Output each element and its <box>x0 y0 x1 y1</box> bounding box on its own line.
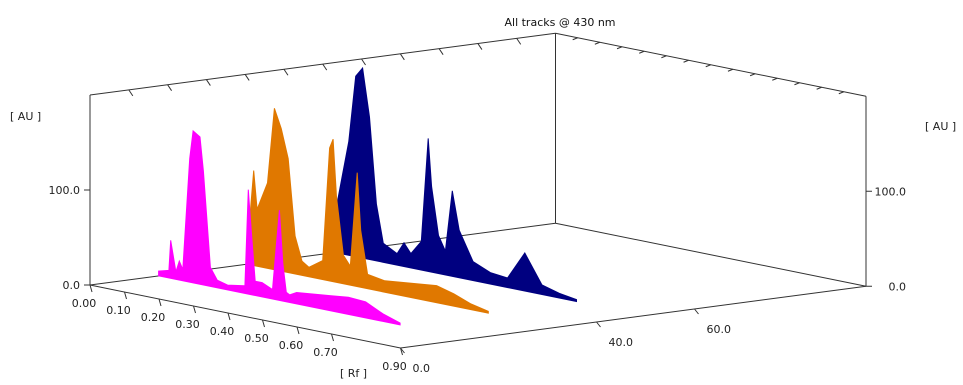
top-back-tick <box>838 91 845 95</box>
top-left-tick <box>322 63 328 71</box>
x-tick-label: 0.40 <box>210 325 235 338</box>
top-back-tick <box>727 68 734 72</box>
x-tick-label: 0.00 <box>72 297 97 310</box>
top-back-tick <box>816 86 822 90</box>
depth-tick <box>596 321 601 328</box>
top-left-tick <box>205 79 211 86</box>
top-back-tick <box>683 59 689 63</box>
top-left-tick <box>399 53 405 61</box>
depth-axis-line <box>400 285 867 349</box>
top-left-tick <box>244 74 250 81</box>
top-back-tick <box>749 73 756 77</box>
top-left-tick <box>477 43 483 50</box>
x-tick <box>227 312 231 321</box>
depth-tick-label: 40.0 <box>609 336 634 349</box>
x-tick <box>331 333 334 342</box>
y-unit-label-left: [ AU ] <box>10 110 41 123</box>
y-unit-label-right: [ AU ] <box>925 120 956 133</box>
top-back-tick <box>705 64 711 68</box>
y-tick-label-left: 100.0 <box>49 184 81 197</box>
x-tick <box>89 284 93 293</box>
series-track-2 <box>246 108 489 314</box>
chart-title: All tracks @ 430 nm <box>504 16 615 29</box>
depth-tick <box>400 347 405 354</box>
x-tick-label: 0.10 <box>106 304 131 317</box>
x-tick-label: 0.20 <box>141 311 166 324</box>
top-back-tick <box>794 82 800 86</box>
top-back-tick <box>616 46 623 50</box>
x-tick <box>124 291 127 300</box>
top-back-tick <box>772 77 778 81</box>
depth-tick-label: 0.0 <box>413 362 431 375</box>
x-tick <box>193 305 196 314</box>
depth-tick <box>694 308 699 315</box>
top-left-tick <box>438 48 444 55</box>
x-tick <box>158 298 162 307</box>
x-unit-label: [ Rf ] <box>340 367 367 380</box>
top-left-tick <box>167 84 172 91</box>
x-tick-label: 0.60 <box>279 339 304 352</box>
x-tick-label: 0.30 <box>175 318 200 331</box>
series-track-3 <box>334 66 577 303</box>
x-tick-label: 0.90 <box>382 360 407 373</box>
x-tick <box>296 326 300 335</box>
back-floor-edge <box>555 222 867 287</box>
x-tick-label: 0.70 <box>313 346 338 359</box>
top-left-tick <box>283 68 289 76</box>
top-back-tick <box>661 55 667 59</box>
y-tick-label-right: 100.0 <box>875 185 907 198</box>
top-left-tick <box>516 38 522 45</box>
y-tick-label-left: 0.0 <box>63 279 81 292</box>
x-axis-line <box>89 284 401 349</box>
y-tick-label-right: 0.0 <box>889 280 907 293</box>
x-tick <box>262 319 265 328</box>
top-left-tick <box>128 89 134 97</box>
depth-tick-label: 60.0 <box>707 323 732 336</box>
chart-labels: All tracks @ 430 nm [ AU ] [ AU ] [ Rf ]… <box>10 16 956 380</box>
x-tick-label: 0.50 <box>244 332 269 345</box>
top-back-tick <box>594 41 601 45</box>
top-back-tick <box>639 50 645 54</box>
series-layer <box>158 66 577 326</box>
top-left-tick <box>361 58 366 66</box>
series-track-1 <box>158 129 401 326</box>
top-back-tick <box>572 37 578 41</box>
